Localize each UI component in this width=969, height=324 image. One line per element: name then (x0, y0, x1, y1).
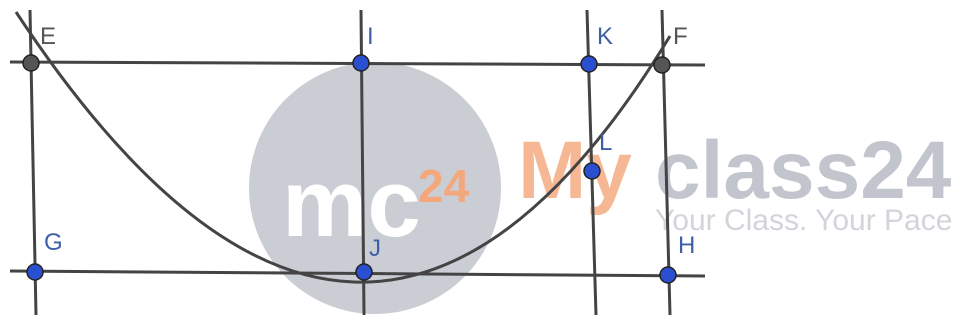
point-g-label: G (44, 229, 63, 256)
point-f-label: F (673, 23, 688, 50)
watermark-circle (249, 62, 501, 314)
point-j-dot (355, 263, 373, 281)
point-i-label: I (367, 23, 374, 50)
watermark-24-text: 24 (418, 160, 470, 212)
point-e-dot (22, 54, 40, 72)
point-h-label: H (678, 232, 695, 259)
watermark-mc-text: mc (282, 150, 421, 257)
parabola-curve (14, 11, 672, 284)
point-i-dot (352, 54, 370, 72)
watermark-my-text: My (518, 125, 632, 216)
point-e-label: E (40, 23, 56, 50)
diagram-labels: E I K F L G J H (40, 23, 695, 262)
point-l-dot (583, 162, 601, 180)
watermark-brand: My class24 Your Class. Your Pace (518, 125, 952, 237)
point-h-dot (659, 266, 677, 284)
diagram-points (22, 54, 677, 284)
point-k-dot (580, 55, 598, 73)
point-k-label: K (597, 23, 613, 50)
point-j-label: J (369, 235, 381, 262)
point-l-label: L (599, 129, 612, 156)
point-g-dot (26, 263, 44, 281)
point-f-dot (653, 56, 671, 74)
watermark-tagline: Your Class. Your Pace (655, 204, 952, 237)
watermark-logo: mc 24 (249, 62, 501, 314)
watermark-class24-text: class24 (655, 125, 952, 216)
